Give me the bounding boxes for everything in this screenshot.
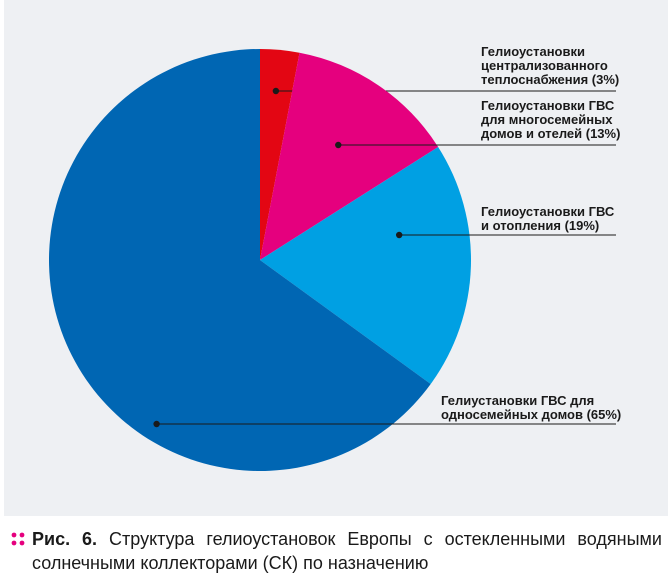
leader-dot-multifamily — [335, 141, 342, 149]
pie-slice-multifamily — [260, 52, 439, 260]
pie-slice-centralized — [260, 49, 300, 260]
slice-label-centralized: Гелиоустановки централизованного теплосн… — [481, 44, 620, 87]
leader-dot-centralized — [272, 87, 280, 95]
leader-dot-single-family — [153, 420, 160, 428]
caption-text: Структура гелиоустановок Европы с остекл… — [32, 529, 662, 573]
slice-label-heating: Гелиоустановки ГВС и отопления (19%) — [481, 204, 615, 233]
figure-caption: Рис. 6. Структура гелиоустановок Европы … — [10, 527, 662, 581]
pie-chart — [48, 49, 616, 471]
caption-bullet-icon — [11, 532, 25, 546]
pie-slice-heating — [260, 146, 471, 385]
slice-label-multifamily: Гелиоустановки ГВС для многосемейных дом… — [481, 98, 621, 141]
pie-slice-single-family — [48, 49, 431, 471]
slice-label-single-family: Гелиустановки ГВС для односемейных домов… — [441, 393, 622, 422]
caption-figure-label: Рис. 6. — [32, 529, 98, 549]
chart-figure: Гелиоустановки централизованного теплосн… — [4, 0, 668, 516]
leader-dot-heating — [395, 231, 403, 239]
